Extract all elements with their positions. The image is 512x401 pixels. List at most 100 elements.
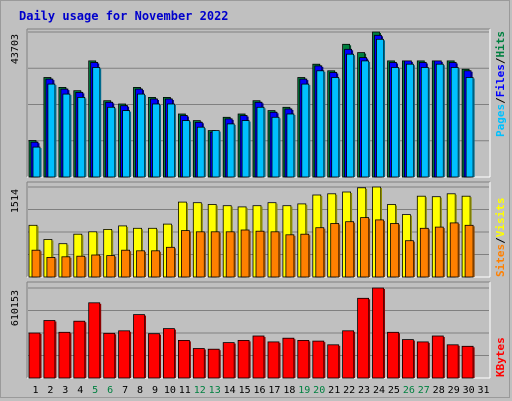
- bar-kbytes-day-28: [431, 335, 444, 379]
- bar-shade: [144, 95, 146, 177]
- bar-shade: [99, 256, 102, 277]
- x-tick-label-day-21: 21: [328, 385, 340, 396]
- bar-shade: [69, 257, 72, 277]
- bar-sites-day-16: [255, 230, 265, 278]
- bar-kbytes-day-12: [192, 348, 205, 379]
- bar-sites-day-14: [225, 231, 235, 278]
- bar-shade: [293, 339, 296, 378]
- x-tick-label-day-1: 1: [32, 385, 38, 396]
- bar-shade: [114, 256, 117, 277]
- bar-kbytes-day-13: [207, 348, 220, 379]
- panel-bottom: 610153: [10, 281, 491, 379]
- bar-sites-day-30: [464, 224, 474, 278]
- bar-shade: [368, 61, 371, 177]
- bar-sites-day-24: [375, 219, 384, 278]
- bar-shade: [338, 224, 341, 277]
- bar-shade: [111, 230, 114, 277]
- bar-pages-day-28: [435, 63, 444, 178]
- bar-kbytes-day-17: [267, 341, 280, 379]
- bar-pages-day-19: [301, 83, 310, 178]
- bar-pages-day-8: [137, 93, 145, 178]
- x-tick-label-day-15: 15: [239, 385, 251, 396]
- bar-kbytes-day-16: [252, 335, 265, 379]
- bar-shade: [264, 337, 266, 378]
- bar-pages-day-25: [391, 67, 399, 178]
- legend-visits: Visits: [494, 198, 507, 238]
- side-legend-labels: Pages/Files/Hits Sites / Visits KBytes: [494, 31, 507, 377]
- bar-pages-day-9: [152, 103, 160, 178]
- bar-shade: [40, 148, 42, 177]
- bar-sites-day-12: [195, 231, 205, 278]
- bar-kbytes-day-26: [401, 339, 414, 379]
- bar-sites-day-26: [404, 240, 414, 278]
- x-tick-label-day-18: 18: [283, 385, 295, 396]
- bar-pages-day-17: [271, 116, 280, 178]
- bar-kbytes-day-7: [118, 330, 130, 379]
- bar-shade: [234, 343, 236, 378]
- bar-shade: [99, 303, 102, 378]
- bar-shade: [293, 235, 296, 277]
- x-tick-label-day-9: 9: [152, 385, 158, 396]
- bar-pages-day-10: [166, 103, 175, 178]
- bar-sites-day-27: [419, 227, 429, 278]
- bar-shade: [279, 342, 281, 378]
- x-tick-label-day-10: 10: [164, 385, 176, 396]
- bar-shade: [159, 105, 161, 177]
- bar-kbytes-day-24: [372, 287, 384, 379]
- bar-shade: [308, 85, 311, 177]
- bar-shade: [264, 232, 266, 277]
- bar-shade: [174, 105, 176, 177]
- bar-pages-day-27: [420, 67, 429, 178]
- bar-kbytes-day-1: [28, 332, 41, 379]
- bar-shade: [368, 299, 371, 378]
- chart-panels: 43703 1514 610153: [10, 28, 491, 379]
- bar-pages-day-22: [346, 53, 355, 178]
- bar-shade: [84, 98, 87, 177]
- bar-shade: [40, 334, 42, 378]
- bar-sites-day-19: [300, 233, 310, 278]
- bar-kbytes-day-23: [357, 297, 370, 379]
- bar-shade: [413, 340, 415, 378]
- bar-shade: [69, 333, 72, 378]
- bar-sites-day-6: [106, 255, 116, 278]
- bar-sites-day-18: [285, 234, 295, 278]
- bar-sites-day-15: [240, 229, 250, 278]
- bar-sites-day-2: [46, 256, 56, 278]
- bar-shade: [368, 218, 371, 277]
- bar-shade: [443, 337, 445, 378]
- bar-kbytes-day-27: [416, 341, 429, 379]
- bar-shade: [54, 321, 57, 378]
- bar-shade: [458, 345, 460, 378]
- x-tick-label-day-31: 31: [477, 385, 489, 396]
- x-tick-label-day-14: 14: [224, 385, 236, 396]
- bar-pages-day-16: [256, 106, 265, 178]
- legend-separator: /: [494, 97, 507, 104]
- bar-shade: [84, 257, 87, 277]
- bar-kbytes-day-10: [162, 328, 175, 379]
- bar-kbytes-day-11: [177, 339, 190, 379]
- bar-shade: [189, 341, 191, 378]
- x-tick-label-day-29: 29: [448, 385, 460, 396]
- bar-shade: [279, 232, 281, 277]
- bar-kbytes-day-29: [446, 344, 459, 379]
- bar-sites-day-5: [91, 254, 101, 278]
- legend-sites: Sites: [494, 244, 507, 277]
- bar-shade: [338, 78, 341, 177]
- bar-shade: [114, 108, 117, 177]
- bar-shade: [353, 222, 356, 277]
- side-legend-top: Pages/Files/Hits: [494, 31, 507, 137]
- bar-shade: [398, 68, 400, 177]
- x-tick-label-day-20: 20: [313, 385, 325, 396]
- legend-kbytes: KBytes: [494, 337, 507, 377]
- bar-shade: [473, 347, 475, 378]
- bar-shade: [189, 121, 191, 177]
- axis-max-label: 43703: [10, 34, 21, 64]
- bar-shade: [234, 124, 236, 177]
- bar-sites-day-22: [345, 221, 355, 278]
- bar-kbytes-day-5: [88, 302, 101, 379]
- bar-shade: [219, 232, 221, 277]
- bar-shade: [443, 65, 445, 177]
- bar-pages-day-30: [465, 77, 474, 178]
- bar-shade: [383, 289, 385, 378]
